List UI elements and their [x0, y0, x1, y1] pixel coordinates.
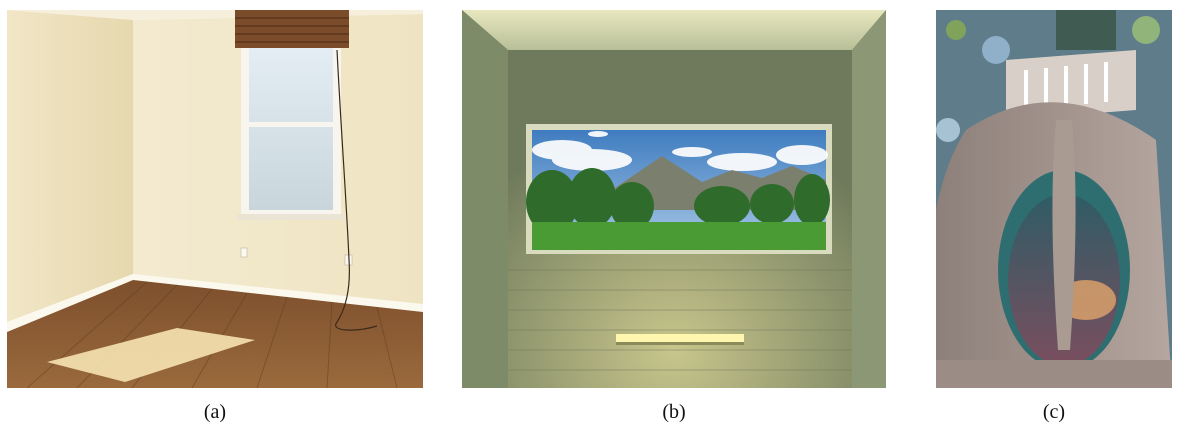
panel-a-photo [7, 10, 423, 388]
facade-window-image [936, 10, 1172, 388]
panel-b-photo [462, 10, 886, 388]
empty-room-image [7, 10, 423, 388]
panel-c-caption: (c) [1042, 401, 1066, 423]
panel-a-caption: (a) [203, 401, 227, 423]
panel-b-caption: (b) [662, 401, 686, 423]
landscape-window-image [462, 10, 886, 388]
panel-c-photo [936, 10, 1172, 388]
